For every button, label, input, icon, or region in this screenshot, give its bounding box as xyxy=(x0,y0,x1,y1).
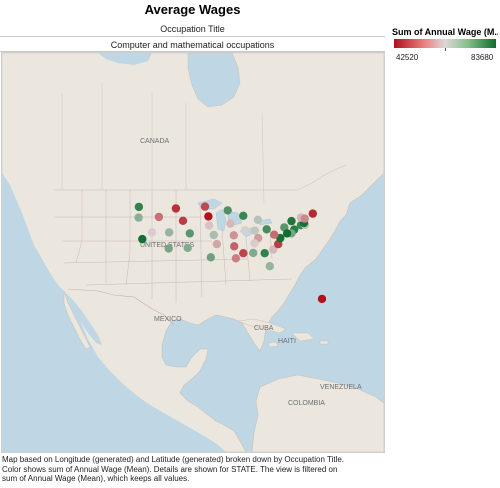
map-caption: Map based on Longitude (generated) and L… xyxy=(2,455,396,484)
wage-point[interactable] xyxy=(147,228,157,237)
baja-california xyxy=(63,290,91,350)
wage-point[interactable] xyxy=(178,216,188,225)
wage-point[interactable] xyxy=(253,215,263,224)
jamaica xyxy=(267,341,279,348)
column-header-label: Occupation Title xyxy=(160,24,225,34)
map-label-cuba: CUBA xyxy=(254,325,274,332)
wage-point[interactable] xyxy=(204,212,213,221)
wage-point[interactable] xyxy=(138,234,147,244)
wage-point[interactable] xyxy=(231,254,241,263)
wage-point[interactable] xyxy=(282,229,292,238)
map-label-canada: CANADA xyxy=(140,138,170,145)
arctic-channel xyxy=(98,53,152,65)
pacific-ocean xyxy=(2,173,226,452)
wage-point[interactable] xyxy=(239,211,248,220)
wage-point[interactable] xyxy=(262,225,271,234)
hispaniola xyxy=(291,332,315,342)
header-divider-bottom xyxy=(0,51,385,52)
wage-point[interactable] xyxy=(317,294,327,304)
gulf-of-california xyxy=(64,291,102,345)
hudson-bay xyxy=(187,53,241,108)
wage-point[interactable] xyxy=(270,230,279,239)
wage-point[interactable] xyxy=(265,262,274,271)
wage-point[interactable] xyxy=(223,206,232,215)
wage-point[interactable] xyxy=(134,202,144,212)
legend-midpoint-tick xyxy=(445,48,446,51)
canada-borders xyxy=(61,83,265,204)
legend-min-value: 42520 xyxy=(396,53,419,62)
wage-point[interactable] xyxy=(260,249,269,258)
wage-point[interactable] xyxy=(164,228,174,237)
wage-point[interactable] xyxy=(134,213,143,222)
wage-point[interactable] xyxy=(154,212,164,222)
borders xyxy=(54,164,347,303)
wage-point[interactable] xyxy=(269,245,278,254)
wage-point[interactable] xyxy=(209,230,218,240)
wage-point[interactable] xyxy=(249,248,258,258)
wage-point[interactable] xyxy=(276,233,285,243)
page-title: Average Wages xyxy=(144,2,241,17)
header-divider xyxy=(0,36,385,37)
wage-point[interactable] xyxy=(183,243,192,253)
wage-point[interactable] xyxy=(287,216,296,226)
wage-point[interactable] xyxy=(250,226,259,235)
wage-points[interactable] xyxy=(134,202,327,304)
cuba xyxy=(237,318,287,334)
wage-point[interactable] xyxy=(226,219,235,228)
wage-point[interactable] xyxy=(164,244,173,253)
wage-point[interactable] xyxy=(229,231,238,240)
wage-point[interactable] xyxy=(185,229,194,238)
wage-point[interactable] xyxy=(239,249,248,258)
caption-line: Color shows sum of Annual Wage (Mean). D… xyxy=(2,464,338,474)
legend-max-value: 83680 xyxy=(471,53,494,62)
puerto-rico xyxy=(319,340,329,345)
caption-line: sum of Annual Wage (Mean), which keeps a… xyxy=(2,474,190,483)
map-view[interactable]: CANADA UNITED STATES MEXICO CUBA HAITI V… xyxy=(1,52,385,453)
wage-point[interactable] xyxy=(300,214,309,223)
wage-point[interactable] xyxy=(200,202,210,211)
wage-point[interactable] xyxy=(206,253,215,262)
wage-point[interactable] xyxy=(212,239,222,249)
legend-color-scale xyxy=(394,39,496,48)
wage-point[interactable] xyxy=(308,209,317,218)
wage-point[interactable] xyxy=(230,242,239,251)
south-america xyxy=(251,374,384,452)
wage-point[interactable] xyxy=(171,204,181,213)
map-label-colombia: COLOMBIA xyxy=(288,400,325,407)
legend-title: Sum of Annual Wage (M.. xyxy=(392,27,498,37)
wage-point[interactable] xyxy=(250,239,259,248)
map-label-mexico: MEXICO xyxy=(154,316,182,323)
wage-point[interactable] xyxy=(240,226,250,235)
map-label-venezuela: VENEZUELA xyxy=(320,384,362,391)
occupation-header[interactable]: Computer and mathematical occupations xyxy=(110,40,275,50)
caption-line: Map based on Longitude (generated) and L… xyxy=(2,455,345,464)
land-north-america xyxy=(2,53,384,452)
us-mexico-border xyxy=(67,288,175,326)
wage-point[interactable] xyxy=(204,221,214,230)
map-label-haiti: HAITI xyxy=(278,338,296,345)
